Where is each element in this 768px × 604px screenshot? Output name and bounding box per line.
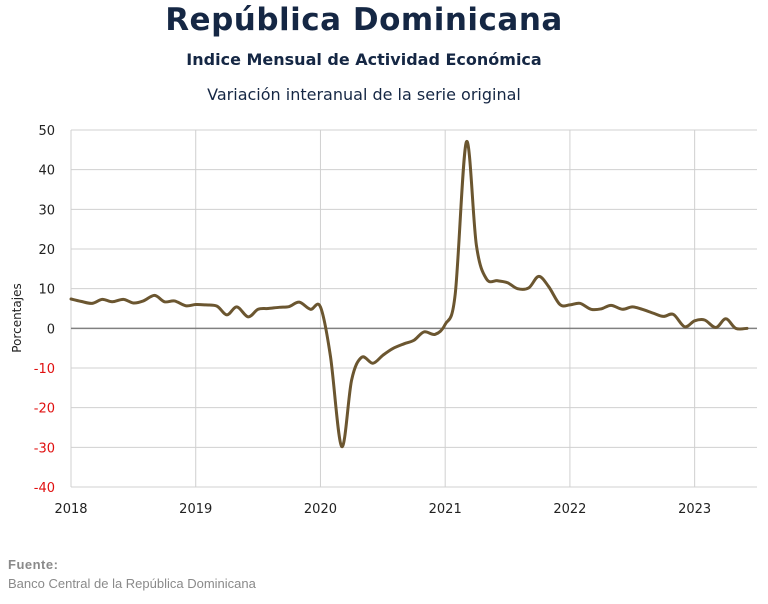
data-point [506, 281, 509, 284]
data-point [329, 355, 332, 358]
data-point [163, 300, 166, 303]
data-point [257, 308, 260, 311]
x-tick-label: 2023 [678, 502, 711, 517]
data-point [278, 306, 281, 309]
data-point [631, 305, 634, 308]
data-point [703, 319, 706, 322]
chart-title: República Dominicana [165, 2, 563, 38]
line-chart: 50 40 30 20 10 0 -10 -20 -30 -40 2018 2019 2020 2021 2… [10, 124, 757, 517]
x-tick-label: 2021 [429, 502, 462, 517]
y-tick-label: -30 [34, 441, 55, 456]
y-tick-label: 10 [38, 283, 55, 298]
data-point [683, 325, 686, 328]
data-point [309, 308, 312, 311]
data-point [247, 315, 250, 318]
data-point [672, 313, 675, 316]
source-label: Fuente: [8, 557, 59, 572]
data-point [610, 304, 613, 307]
grid-lines [70, 129, 757, 488]
y-tick-label: 50 [38, 124, 55, 139]
data-point [225, 313, 228, 316]
data-point [600, 307, 603, 310]
data-point [122, 298, 125, 301]
data-point [475, 244, 478, 247]
data-point [724, 317, 727, 320]
data-point [527, 286, 530, 289]
data-point [568, 303, 571, 306]
data-point [204, 303, 207, 306]
data-point [714, 326, 717, 329]
data-point [288, 305, 291, 308]
data-point [652, 312, 655, 315]
data-point [641, 308, 644, 311]
data-point [434, 333, 437, 336]
data-point [132, 301, 135, 304]
data-point [403, 342, 406, 345]
data-point [516, 287, 519, 290]
x-tick-label: 2019 [179, 502, 212, 517]
data-point [590, 308, 593, 311]
data-point [444, 323, 447, 326]
data-point [173, 299, 176, 302]
source-text: Banco Central de la República Dominicana [8, 576, 256, 591]
chart-subtitle-secondary: Variación interanual de la serie origina… [207, 85, 521, 104]
data-point [70, 297, 73, 300]
data-point [340, 445, 343, 448]
data-point [485, 277, 488, 280]
data-point [350, 378, 353, 381]
data-point [621, 308, 624, 311]
axes [70, 130, 757, 488]
data-point [142, 299, 145, 302]
data-point [413, 339, 416, 342]
data-point [496, 279, 499, 282]
data-point [391, 347, 394, 350]
data-point [184, 304, 187, 307]
y-tick-label: 0 [47, 322, 55, 337]
data-point [746, 327, 749, 330]
data-point [381, 354, 384, 357]
series-line [69, 140, 749, 449]
x-tick-label: 2018 [54, 502, 87, 517]
data-point [558, 303, 561, 306]
chart-subtitle: Indice Mensual de Actividad Económica [186, 50, 542, 69]
data-point [319, 305, 322, 308]
data-point [465, 140, 468, 143]
data-point [422, 330, 425, 333]
data-point [111, 300, 114, 303]
data-point [360, 356, 363, 359]
data-point [79, 300, 82, 303]
series-layer [69, 140, 749, 449]
data-point [153, 294, 156, 297]
data-point [537, 275, 540, 278]
y-tick-label: 30 [38, 203, 55, 218]
data-point [662, 315, 665, 318]
data-point [693, 319, 696, 322]
y-tick-label: 20 [38, 243, 55, 258]
data-point [578, 302, 581, 305]
y-tick-label: -20 [34, 402, 55, 417]
data-point [371, 362, 374, 365]
data-point [734, 327, 737, 330]
data-point [454, 293, 457, 296]
data-point [215, 305, 218, 308]
data-point [194, 303, 197, 306]
y-axis-title: Porcentajes [10, 283, 24, 352]
data-point [235, 305, 238, 308]
data-point [298, 301, 301, 304]
y-tick-label: 40 [38, 164, 55, 179]
x-tick-label: 2020 [304, 502, 337, 517]
y-tick-label: -40 [34, 481, 55, 496]
data-point [91, 302, 94, 305]
x-tick-label: 2022 [553, 502, 586, 517]
data-point [547, 285, 550, 288]
data-point [267, 307, 270, 310]
data-point [101, 298, 104, 301]
tick-labels: 50 40 30 20 10 0 -10 -20 -30 -40 2018 2019 2020 2021 2… [34, 124, 711, 517]
y-tick-label: -10 [34, 362, 55, 377]
